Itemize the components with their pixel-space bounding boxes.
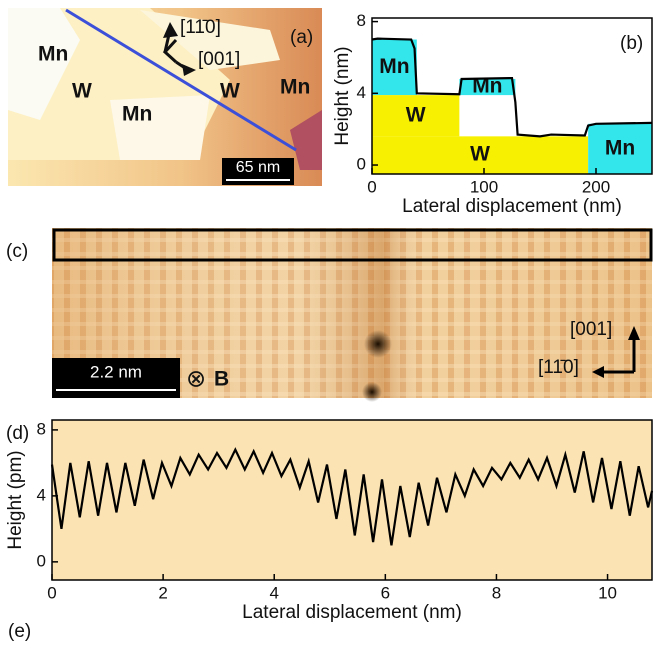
arrow-head [592, 366, 604, 378]
x-axis-title: Lateral displacement (nm) [402, 196, 622, 217]
field-label: B [214, 368, 229, 391]
direction-arrow [604, 340, 636, 374]
x-tick-label: 8 [492, 583, 501, 602]
region [459, 78, 516, 96]
scale-label: 65 nm [236, 159, 280, 176]
panel-label: (b) [620, 33, 643, 54]
region-label: Mn [379, 55, 409, 78]
arrow-head [182, 64, 196, 76]
profile-line [65, 8, 297, 152]
arrow-head [163, 22, 178, 38]
region [588, 123, 652, 174]
x-tick-label: 2 [158, 583, 167, 602]
region-label: Mn [605, 136, 635, 159]
plot-frame [51, 419, 653, 581]
terrace-label: W [220, 80, 240, 103]
selection-box [52, 228, 653, 262]
scale-bar [52, 358, 180, 398]
defect [364, 330, 392, 358]
x-tick-label: 10 [598, 583, 617, 602]
terrace [8, 8, 80, 120]
x-tick-label: 200 [582, 177, 610, 196]
direction-label: [001] [570, 319, 612, 340]
direction-label: [001] [198, 49, 240, 70]
terrace-label: Mn [122, 103, 152, 126]
direction-arrow [163, 29, 172, 53]
terrace [140, 10, 280, 70]
stm-image-c: 2.2 nm ⊗ B [001] [11̄0] (c) [6, 228, 653, 402]
x-tick-label: 0 [367, 177, 376, 196]
y-axis-title: Height (nm) [332, 46, 353, 145]
region [372, 39, 417, 96]
terrace-label: W [72, 80, 92, 103]
x-tick-label: 0 [47, 583, 56, 602]
x-axis-title: Lateral displacement (nm) [242, 602, 462, 623]
terrace [290, 110, 322, 170]
panel-label: (e) [8, 621, 31, 642]
stm-image-a: (a) Mn W Mn W Mn [11̄0] [001] 65 nm [8, 8, 322, 186]
arrow-head [628, 326, 640, 340]
x-tick-label: 6 [381, 583, 390, 602]
y-axis-title: Height (pm) [5, 450, 26, 549]
y-tick-label: 4 [37, 485, 46, 504]
panel-label: (a) [290, 27, 313, 48]
direction-label: [11̄0] [180, 17, 221, 38]
field-symbol: ⊗ [186, 365, 206, 392]
region-label: Mn [472, 75, 502, 98]
region [372, 136, 589, 174]
y-tick-label: 4 [357, 83, 366, 102]
panel-label: (d) [6, 423, 29, 444]
terrace-label: Mn [280, 76, 310, 99]
profile-line [50, 447, 654, 546]
terrace [110, 95, 210, 160]
terrace-label: Mn [38, 43, 68, 66]
region-label: W [406, 103, 426, 126]
x-tick-label: 4 [269, 583, 278, 602]
panel-label: (c) [6, 241, 28, 262]
x-tick-label: 100 [470, 177, 498, 196]
direction-label: [11̄0] [538, 357, 579, 378]
y-tick-label: 0 [357, 155, 366, 174]
y-tick-label: 8 [37, 419, 46, 438]
y-tick-label: 0 [37, 551, 46, 570]
y-tick-label: 8 [357, 11, 366, 30]
region [372, 95, 460, 137]
profile-line [371, 37, 653, 138]
scale-label: 2.2 nm [90, 362, 142, 381]
defect [362, 382, 382, 402]
plot-background [52, 420, 652, 580]
region-label: W [470, 143, 490, 166]
plot-frame [371, 17, 653, 175]
